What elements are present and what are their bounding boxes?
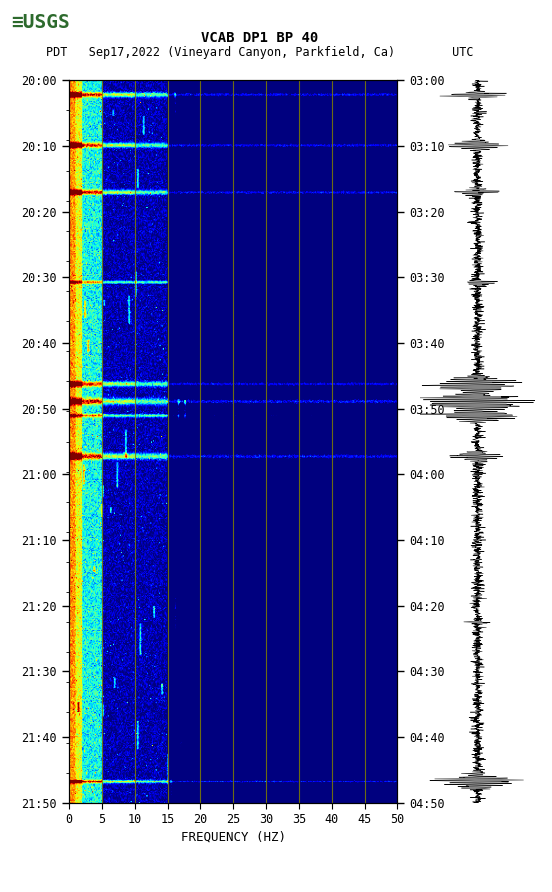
Text: PDT   Sep17,2022 (Vineyard Canyon, Parkfield, Ca)        UTC: PDT Sep17,2022 (Vineyard Canyon, Parkfie…	[46, 46, 473, 60]
Text: VCAB DP1 BP 40: VCAB DP1 BP 40	[201, 31, 318, 45]
Text: ≡USGS: ≡USGS	[11, 13, 70, 32]
X-axis label: FREQUENCY (HZ): FREQUENCY (HZ)	[181, 830, 286, 843]
